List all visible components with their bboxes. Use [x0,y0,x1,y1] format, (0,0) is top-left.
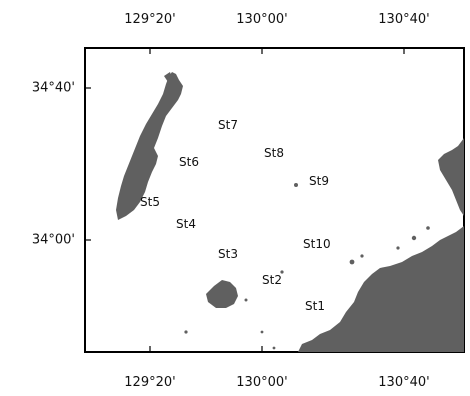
station-st7: St7 [218,118,238,132]
lon-tick-bottom-2: 130°00' [236,375,288,390]
station-st3: St3 [218,247,238,261]
lat-tick-1: 34°40' [31,80,75,96]
station-st9: St9 [309,174,329,188]
lon-tick-top-3: 130°40' [378,12,430,27]
tsushima-north-islet [164,72,172,82]
station-st8: St8 [264,146,284,160]
iki-island [206,280,238,308]
lat-tick-2: 34°00' [31,232,75,248]
lon-tick-bottom-3: 130°40' [378,375,430,390]
kyushu-coast [298,226,464,352]
station-st4: St4 [176,217,196,231]
lon-tick-top-2: 130°00' [236,12,288,27]
station-st5: St5 [140,195,160,209]
lon-tick-bottom-1: 129°20' [124,375,176,390]
station-st1: St1 [305,299,325,313]
tsushima-island [116,72,183,220]
station-st10: St10 [303,237,331,251]
station-st6: St6 [179,155,199,169]
lon-tick-top-1: 129°20' [124,12,176,27]
northeast-coast [438,138,464,216]
station-st2: St2 [262,273,282,287]
small-islets [184,183,448,350]
